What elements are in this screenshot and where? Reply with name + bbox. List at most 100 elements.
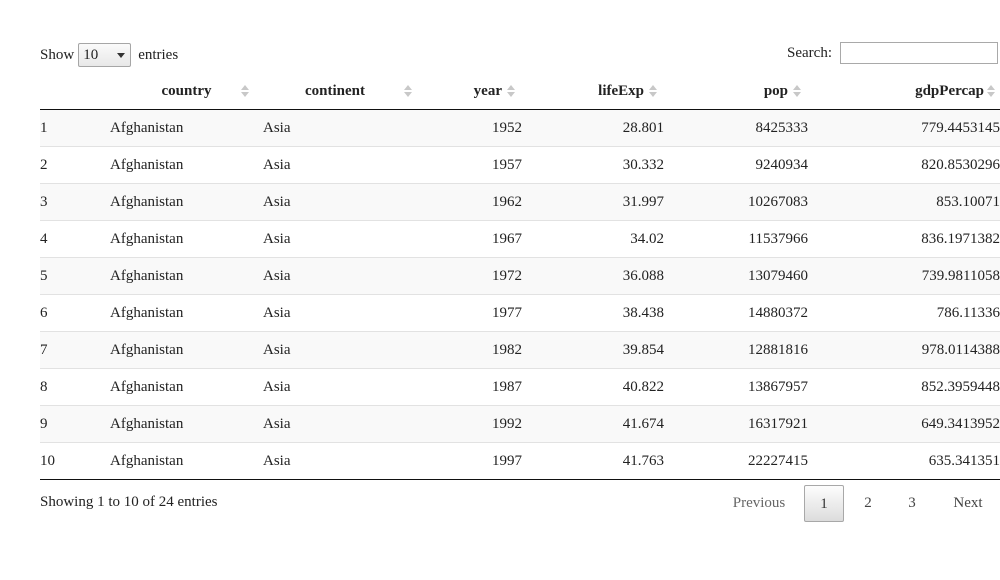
page-2-button[interactable]: 2 <box>864 495 872 511</box>
cell-gdppercap: 635.341351 <box>808 442 1000 480</box>
table-row[interactable]: 4 Afghanistan Asia 1967 34.02 11537966 8… <box>40 220 1000 258</box>
entries-per-page-value: 10 <box>83 46 99 63</box>
cell-continent: Asia <box>263 442 416 480</box>
sort-icon <box>507 84 515 98</box>
cell-country: Afghanistan <box>110 183 263 221</box>
cell-continent: Asia <box>263 146 416 184</box>
sort-icon <box>649 84 657 98</box>
cell-gdppercap: 836.1971382 <box>808 220 1000 258</box>
cell-lifeexp: 38.438 <box>522 294 664 332</box>
cell-continent: Asia <box>263 109 416 147</box>
cell-year: 1957 <box>416 146 522 184</box>
cell-continent: Asia <box>263 405 416 443</box>
search-input[interactable] <box>840 42 998 64</box>
table-info: Showing 1 to 10 of 24 entries <box>40 494 218 510</box>
cell-lifeexp: 41.763 <box>522 442 664 480</box>
table-row[interactable]: 5 Afghanistan Asia 1972 36.088 13079460 … <box>40 257 1000 295</box>
cell-gdppercap: 853.10071 <box>808 183 1000 221</box>
cell-continent: Asia <box>263 368 416 406</box>
cell-gdppercap: 779.4453145 <box>808 109 1000 147</box>
sort-icon <box>404 84 412 98</box>
sort-icon <box>987 84 995 98</box>
cell-country: Afghanistan <box>110 257 263 295</box>
cell-index: 5 <box>40 257 110 295</box>
table-row[interactable]: 6 Afghanistan Asia 1977 38.438 14880372 … <box>40 294 1000 332</box>
cell-gdppercap: 852.3959448 <box>808 368 1000 406</box>
cell-lifeexp: 41.674 <box>522 405 664 443</box>
cell-pop: 10267083 <box>664 183 808 221</box>
cell-country: Afghanistan <box>110 368 263 406</box>
pagination: Previous 1 2 3 Next <box>720 485 1000 523</box>
cell-gdppercap: 978.0114388 <box>808 331 1000 369</box>
cell-gdppercap: 739.9811058 <box>808 257 1000 295</box>
table-row[interactable]: 8 Afghanistan Asia 1987 40.822 13867957 … <box>40 368 1000 406</box>
entries-per-page-select[interactable]: 10 <box>78 43 132 67</box>
cell-year: 1982 <box>416 331 522 369</box>
table-row[interactable]: 3 Afghanistan Asia 1962 31.997 10267083 … <box>40 183 1000 221</box>
previous-button[interactable]: Previous <box>732 495 786 511</box>
search-label: Search: <box>787 44 832 61</box>
header-year[interactable]: year <box>416 74 522 110</box>
cell-country: Afghanistan <box>110 331 263 369</box>
cell-lifeexp: 34.02 <box>522 220 664 258</box>
page-1-button[interactable]: 1 <box>804 485 844 522</box>
cell-country: Afghanistan <box>110 109 263 147</box>
page-3-button[interactable]: 3 <box>908 495 916 511</box>
cell-pop: 16317921 <box>664 405 808 443</box>
cell-continent: Asia <box>263 294 416 332</box>
table-row[interactable]: 2 Afghanistan Asia 1957 30.332 9240934 8… <box>40 146 1000 184</box>
cell-pop: 14880372 <box>664 294 808 332</box>
cell-lifeexp: 39.854 <box>522 331 664 369</box>
cell-country: Afghanistan <box>110 442 263 480</box>
cell-pop: 8425333 <box>664 109 808 147</box>
cell-index: 2 <box>40 146 110 184</box>
table-row[interactable]: 1 Afghanistan Asia 1952 28.801 8425333 7… <box>40 109 1000 147</box>
entries-label: entries <box>138 46 179 63</box>
header-pop[interactable]: pop <box>664 74 808 110</box>
cell-pop: 9240934 <box>664 146 808 184</box>
table-row[interactable]: 9 Afghanistan Asia 1992 41.674 16317921 … <box>40 405 1000 443</box>
table-row[interactable]: 10 Afghanistan Asia 1997 41.763 22227415… <box>40 442 1000 480</box>
cell-country: Afghanistan <box>110 146 263 184</box>
header-index[interactable] <box>40 74 110 110</box>
cell-index: 7 <box>40 331 110 369</box>
cell-year: 1977 <box>416 294 522 332</box>
cell-continent: Asia <box>263 257 416 295</box>
cell-index: 4 <box>40 220 110 258</box>
cell-continent: Asia <box>263 331 416 369</box>
cell-year: 1987 <box>416 368 522 406</box>
cell-lifeexp: 40.822 <box>522 368 664 406</box>
next-button[interactable]: Next <box>953 495 983 511</box>
cell-country: Afghanistan <box>110 294 263 332</box>
cell-pop: 12881816 <box>664 331 808 369</box>
cell-year: 1967 <box>416 220 522 258</box>
cell-index: 6 <box>40 294 110 332</box>
cell-lifeexp: 28.801 <box>522 109 664 147</box>
data-table: country continent year lifeExp pop gdpPe… <box>40 74 1000 480</box>
header-lifeexp[interactable]: lifeExp <box>522 74 664 110</box>
cell-gdppercap: 820.8530296 <box>808 146 1000 184</box>
header-continent[interactable]: continent <box>263 74 416 110</box>
cell-gdppercap: 786.11336 <box>808 294 1000 332</box>
cell-index: 3 <box>40 183 110 221</box>
header-country[interactable]: country <box>110 74 263 110</box>
cell-lifeexp: 30.332 <box>522 146 664 184</box>
cell-country: Afghanistan <box>110 220 263 258</box>
cell-lifeexp: 31.997 <box>522 183 664 221</box>
sort-icon <box>793 84 801 98</box>
search-control: Search: <box>787 42 998 64</box>
cell-year: 1997 <box>416 442 522 480</box>
cell-year: 1962 <box>416 183 522 221</box>
cell-gdppercap: 649.3413952 <box>808 405 1000 443</box>
cell-pop: 22227415 <box>664 442 808 480</box>
cell-pop: 13079460 <box>664 257 808 295</box>
table-row[interactable]: 7 Afghanistan Asia 1982 39.854 12881816 … <box>40 331 1000 369</box>
cell-continent: Asia <box>263 183 416 221</box>
cell-index: 9 <box>40 405 110 443</box>
cell-index: 8 <box>40 368 110 406</box>
cell-pop: 13867957 <box>664 368 808 406</box>
length-control: Show 10 entries <box>40 43 178 67</box>
show-label: Show <box>40 46 75 63</box>
cell-year: 1952 <box>416 109 522 147</box>
header-gdppercap[interactable]: gdpPercap <box>808 74 1000 110</box>
